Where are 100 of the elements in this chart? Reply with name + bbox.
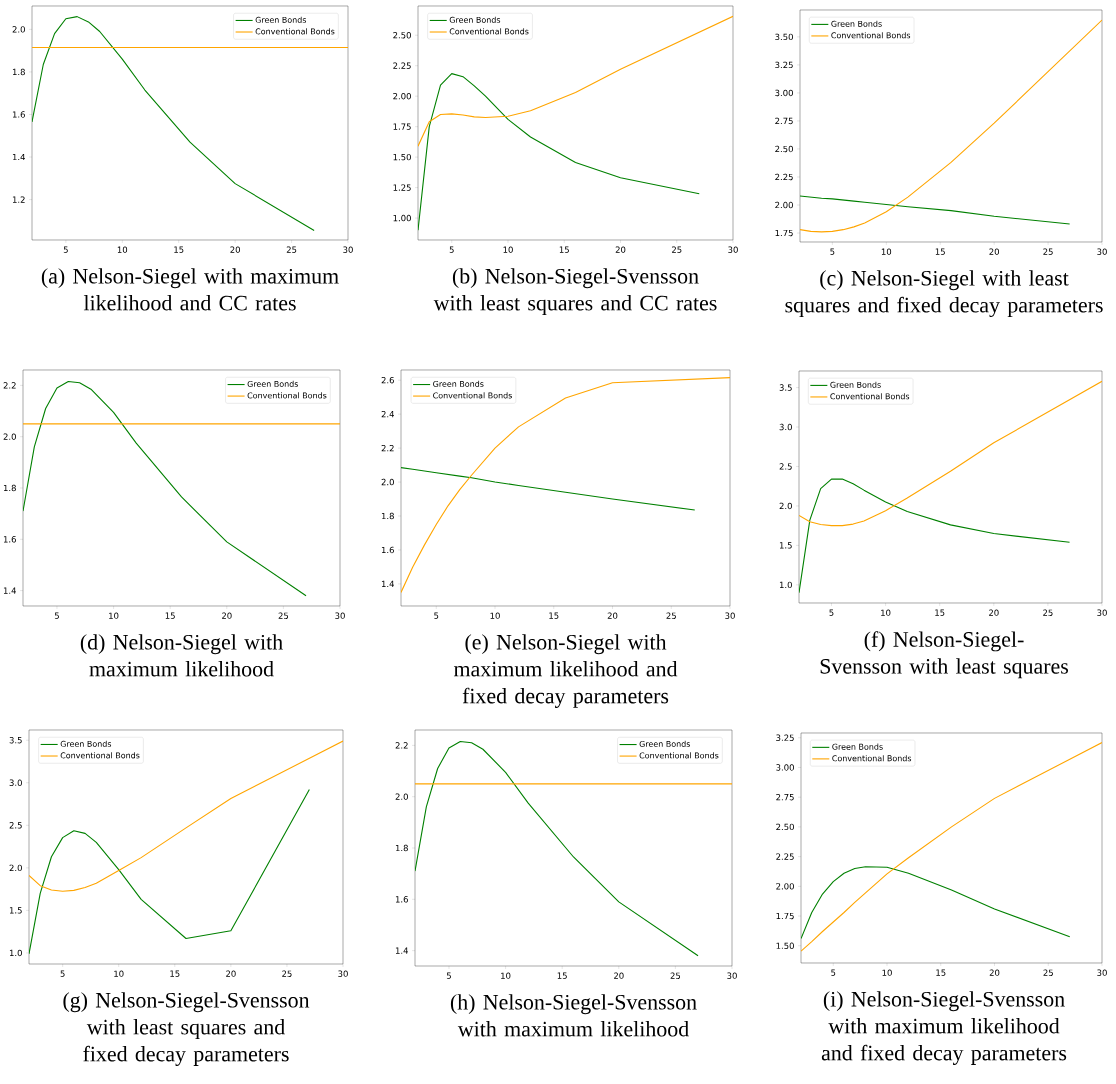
y-tick-label: 3.00 (775, 89, 793, 97)
y-tick-label: 2.25 (393, 62, 411, 69)
y-tick-label: 2.75 (775, 117, 793, 125)
text: (b) Nelson-Siegel-Svensson with least squares and CC rates (433, 268, 717, 315)
x-tick-label: 15 (935, 248, 945, 255)
y-tick-label: 1.8 (381, 512, 394, 520)
y-tick-label: 1.0 (9, 949, 22, 957)
y-tick-label: 1.8 (3, 484, 16, 492)
x-tick-label: 5 (54, 612, 59, 619)
y-tick-label: 2.00 (776, 883, 794, 890)
x-tick-label: 5 (830, 248, 835, 255)
x-tick-label: 5 (831, 969, 836, 976)
y-tick-label: 1.6 (12, 111, 25, 118)
y-tick-label: 2.50 (776, 823, 794, 831)
x-tick-label: 30 (725, 612, 735, 619)
y-tick-label: 2.50 (393, 32, 411, 39)
x-tick-label: 25 (286, 246, 297, 253)
x-tick-label: 15 (165, 612, 175, 619)
y-tick-label: 3.00 (776, 764, 794, 771)
x-tick-label: 30 (1097, 609, 1107, 616)
y-tick-label: 3.0 (779, 423, 792, 431)
line-series (801, 741, 1103, 952)
y-tick-label: 1.25 (393, 184, 411, 191)
y-tick-label: 2.5 (779, 463, 792, 470)
y-tick-label: 3.25 (775, 61, 793, 69)
x-tick-label: 5 (434, 612, 439, 619)
line-series (29, 789, 310, 955)
y-tick-label: 2.5 (9, 822, 22, 829)
x-tick-label: 10 (882, 969, 892, 976)
x-tick-label: 15 (557, 972, 567, 979)
y-tick-label: 2.25 (776, 853, 794, 860)
x-tick-label: 10 (503, 246, 513, 253)
line-series (799, 380, 1103, 527)
y-tick-label: 1.4 (395, 947, 408, 954)
x-tick-label: 15 (935, 609, 945, 616)
text: (d) Nelson-Siegel with maximum likelihood (80, 634, 283, 677)
y-tick-label: 2.0 (381, 478, 394, 486)
x-tick-label: 25 (282, 970, 292, 977)
x-tick-label: 5 (829, 609, 834, 616)
x-tick-label: 25 (666, 612, 676, 619)
x-tick-label: 25 (278, 612, 289, 619)
x-tick-label: 30 (335, 612, 345, 619)
line-series (799, 478, 1071, 594)
y-tick-label: 1.75 (776, 912, 794, 920)
text: (f) Nelson-Siegel-Svensson with least squares (820, 631, 1068, 679)
x-tick-label: 10 (114, 970, 124, 977)
x-tick-label: 20 (226, 970, 236, 977)
x-tick-label: 20 (230, 246, 240, 253)
x-tick-label: 10 (109, 612, 119, 619)
y-tick-label: 2.0 (395, 793, 408, 800)
x-tick-label: 5 (449, 246, 454, 253)
y-tick-label: 1.00 (393, 214, 411, 222)
y-tick-label: 2.4 (381, 411, 394, 418)
x-tick-label: 20 (614, 972, 624, 979)
text: (c) Nelson-Siegel with least squares and fixed decay parameters (785, 270, 1103, 318)
x-tick-label: 15 (170, 970, 180, 977)
y-tick-label: 1.5 (9, 907, 22, 914)
y-tick-label: 1.2 (12, 196, 25, 203)
line-series (29, 740, 343, 892)
text: (a) Nelson-Siegel with maximum likelihood and CC rates (41, 268, 339, 311)
y-tick-label: 1.8 (395, 844, 408, 852)
line-series (800, 19, 1103, 233)
y-tick-label: 1.50 (393, 153, 411, 161)
x-tick-label: 20 (989, 248, 999, 255)
x-tick-label: 10 (490, 612, 500, 619)
y-tick-label: 1.75 (393, 123, 411, 130)
y-tick-label: 2.0 (3, 433, 16, 440)
y-tick-label: 3.50 (775, 33, 793, 41)
x-tick-label: 25 (1043, 969, 1053, 976)
x-tick-label: 20 (989, 969, 1000, 976)
line-series (418, 73, 700, 231)
y-tick-label: 1.6 (3, 536, 16, 543)
x-tick-label: 15 (549, 612, 559, 619)
y-tick-label: 2.25 (775, 173, 793, 181)
x-tick-label: 30 (1097, 969, 1107, 976)
text: (h) Nelson-Siegel-Svensson with maximum likelihood (450, 994, 697, 1037)
y-tick-label: 2.00 (393, 92, 411, 100)
y-tick-label: 3.5 (9, 737, 22, 744)
y-tick-label: 1.0 (779, 581, 792, 589)
y-tick-label: 2.0 (12, 26, 25, 33)
x-tick-label: 5 (63, 246, 68, 253)
x-tick-label: 5 (446, 972, 451, 979)
y-tick-label: 1.6 (381, 546, 394, 554)
x-tick-label: 15 (559, 246, 569, 253)
line-series (801, 866, 1071, 940)
y-tick-label: 1.4 (381, 580, 394, 588)
y-tick-label: 3.0 (9, 779, 22, 786)
x-tick-label: 5 (60, 970, 65, 977)
y-tick-label: 2.0 (779, 502, 792, 510)
y-tick-label: 2.2 (395, 742, 408, 749)
y-tick-label: 2.2 (381, 444, 394, 452)
x-tick-label: 30 (727, 972, 737, 979)
x-tick-label: 25 (1043, 248, 1053, 255)
x-tick-label: 10 (501, 972, 511, 979)
text: (g) Nelson-Siegel-Svensson with least squares and fixed decay parameters (63, 992, 310, 1066)
x-tick-label: 30 (1097, 248, 1107, 255)
x-tick-label: 20 (615, 246, 626, 253)
y-tick-label: 1.75 (775, 229, 793, 237)
x-tick-label: 15 (174, 246, 184, 253)
x-tick-label: 10 (881, 609, 891, 616)
